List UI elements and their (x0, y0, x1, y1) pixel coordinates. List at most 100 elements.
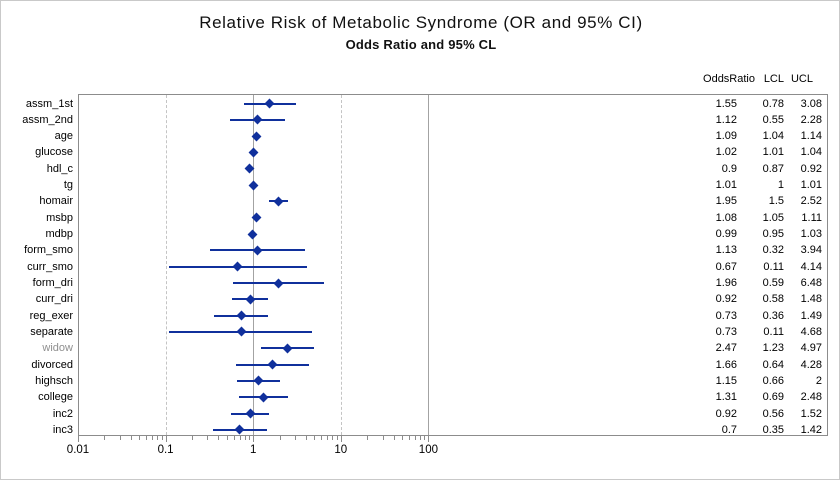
table-cell-lcl: 0.95 (762, 228, 784, 241)
x-axis-minor-tick (279, 436, 281, 440)
column-header-oddsratio: OddsRatio (703, 73, 755, 85)
column-header-lcl: LCL (763, 73, 784, 85)
table-cell-oddsratio: 1.02 (715, 146, 737, 159)
table-cell-lcl: 1.01 (762, 146, 784, 159)
plot-frame (78, 94, 828, 436)
y-axis-label-widow: widow (42, 342, 73, 355)
chart-subtitle: Odds Ratio and 95% CL (345, 37, 497, 52)
x-axis-minor-tick (314, 436, 316, 440)
x-axis-minor-tick (321, 436, 323, 440)
x-axis-minor-tick (393, 436, 395, 440)
x-axis-minor-tick (327, 436, 329, 440)
x-axis-major-tick (165, 436, 167, 442)
table-cell-oddsratio: 1.09 (715, 130, 737, 143)
x-axis-minor-tick (218, 436, 220, 440)
table-cell-lcl: 0.56 (762, 407, 784, 420)
table-cell-oddsratio: 1.13 (715, 244, 737, 257)
y-axis-label-inc2: inc2 (52, 407, 73, 420)
table-cell-lcl: 1 (777, 179, 784, 192)
x-axis-tick-label: 10 (334, 444, 348, 456)
x-axis-minor-tick (104, 436, 106, 440)
y-axis-label-form_dri: form_dri (32, 277, 73, 290)
table-cell-oddsratio: 1.15 (715, 374, 737, 387)
table-cell-lcl: 1.23 (762, 342, 784, 355)
table-cell-ucl: 2.28 (800, 113, 822, 126)
gridline-10 (340, 95, 342, 435)
y-axis-label-age: age (54, 130, 73, 143)
x-axis-minor-tick (139, 436, 141, 440)
table-cell-oddsratio: 1.66 (715, 358, 737, 371)
x-axis-minor-tick (119, 436, 121, 440)
y-axis-label-separate: separate (30, 325, 73, 338)
y-axis-label-curr_smo: curr_smo (27, 260, 73, 273)
y-axis-label-mdbp: mdbp (45, 228, 73, 241)
table-cell-lcl: 0.66 (762, 374, 784, 387)
table-cell-ucl: 2.48 (800, 391, 822, 404)
x-axis-tick-label: 0.1 (157, 444, 174, 456)
x-axis-minor-tick (146, 436, 148, 440)
chart-title: Relative Risk of Metabolic Syndrome (OR … (199, 13, 643, 32)
x-axis-minor-tick (152, 436, 154, 440)
x-axis-major-tick (78, 436, 79, 442)
x-axis-tick-label: 100 (418, 444, 438, 456)
table-cell-lcl: 0.35 (762, 423, 784, 436)
x-axis-minor-tick (414, 436, 416, 440)
table-cell-ucl: 2.52 (800, 195, 822, 208)
y-axis-label-curr_dri: curr_dri (35, 293, 73, 306)
x-axis-tick-label: 0.01 (66, 444, 90, 456)
table-cell-oddsratio: 0.7 (721, 423, 737, 436)
table-cell-ucl: 4.97 (800, 342, 822, 355)
x-axis-minor-tick (336, 436, 338, 440)
y-axis-label-tg: tg (63, 179, 73, 192)
table-cell-lcl: 0.32 (762, 244, 784, 257)
x-axis-minor-tick (157, 436, 159, 440)
table-cell-ucl: 1.01 (800, 179, 822, 192)
table-cell-lcl: 0.11 (763, 260, 784, 273)
y-axis-label-reg_exer: reg_exer (29, 309, 73, 322)
table-cell-ucl: 1.14 (800, 130, 822, 143)
y-axis-label-divorced: divorced (31, 358, 73, 371)
table-cell-lcl: 0.11 (763, 325, 784, 338)
y-axis-label-hdl_c: hdl_c (46, 162, 73, 175)
table-cell-ucl: 1.03 (800, 228, 822, 241)
table-cell-oddsratio: 0.73 (715, 309, 737, 322)
x-axis-minor-tick (294, 436, 296, 440)
table-cell-ucl: 6.48 (800, 277, 822, 290)
table-cell-oddsratio: 1.08 (715, 211, 737, 224)
x-axis-minor-tick (424, 436, 426, 440)
column-header-ucl: UCL (790, 73, 813, 85)
x-axis-minor-tick (382, 436, 384, 440)
table-cell-lcl: 0.78 (762, 97, 784, 110)
table-cell-oddsratio: 1.95 (715, 195, 737, 208)
table-cell-lcl: 0.55 (762, 113, 784, 126)
table-cell-oddsratio: 0.73 (715, 325, 737, 338)
table-cell-ucl: 1.49 (800, 309, 822, 322)
y-axis-label-form_smo: form_smo (24, 244, 73, 257)
x-axis-minor-tick (408, 436, 410, 440)
gridline-0.1 (165, 95, 167, 435)
table-cell-oddsratio: 1.55 (715, 97, 737, 110)
table-cell-oddsratio: 1.96 (715, 277, 737, 290)
y-axis-label-assm_1st: assm_1st (25, 97, 73, 110)
y-axis-label-msbp: msbp (46, 211, 73, 224)
table-cell-ucl: 1.11 (801, 211, 822, 224)
x-axis-major-tick (340, 436, 342, 442)
x-axis-minor-tick (249, 436, 251, 440)
y-axis-label-glucose: glucose (35, 146, 73, 159)
table-cell-ucl: 0.92 (800, 162, 822, 175)
x-axis-major-tick (428, 436, 430, 442)
table-cell-lcl: 1.04 (762, 130, 784, 143)
x-axis-minor-tick (233, 436, 235, 440)
y-axis-label-assm_2nd: assm_2nd (22, 113, 73, 126)
table-cell-lcl: 0.59 (762, 277, 784, 290)
x-axis-minor-tick (226, 436, 228, 440)
gridline-1 (253, 95, 255, 435)
table-cell-ucl: 1.42 (800, 423, 822, 436)
y-axis-label-homair: homair (39, 195, 73, 208)
table-cell-oddsratio: 2.47 (715, 342, 737, 355)
table-cell-lcl: 0.87 (762, 162, 784, 175)
table-cell-lcl: 0.58 (762, 293, 784, 306)
x-axis-minor-tick (161, 436, 163, 440)
y-axis-label-highsch: highsch (35, 374, 73, 387)
